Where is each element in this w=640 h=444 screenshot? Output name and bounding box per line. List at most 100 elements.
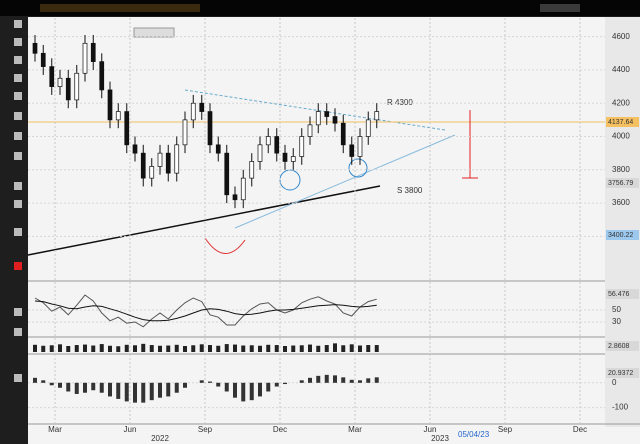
bar [208, 345, 212, 352]
tool-icon[interactable] [14, 74, 22, 82]
bar [174, 344, 179, 352]
bar [299, 380, 304, 383]
bar [341, 345, 346, 352]
x-tick-label: Jun [424, 425, 437, 434]
y-tick-label: 3800 [612, 165, 630, 174]
bar [216, 345, 221, 352]
resistance-line [184, 89, 446, 131]
bar [33, 344, 37, 352]
year-label: 2023 [431, 434, 449, 443]
bar [99, 344, 104, 352]
tool-icon[interactable] [14, 200, 22, 208]
bar [316, 375, 321, 383]
bar [324, 345, 329, 352]
annotation: R 4300 [387, 98, 413, 107]
bar [49, 382, 54, 386]
tool-icon[interactable] [14, 112, 22, 120]
x-tick-label: Mar [348, 425, 362, 434]
tool-icon[interactable] [14, 328, 22, 336]
legend-button[interactable] [133, 27, 175, 38]
bar [174, 382, 179, 393]
tool-icon[interactable] [14, 56, 22, 64]
candle-body [240, 177, 246, 201]
bar [49, 345, 54, 352]
bar [141, 382, 146, 403]
bar [158, 382, 162, 398]
bar [316, 345, 321, 352]
color-swatch[interactable] [14, 262, 22, 270]
bar [274, 382, 279, 387]
bar [183, 382, 187, 388]
price-axis [605, 17, 640, 427]
candle-body [149, 166, 155, 179]
candle-body [207, 111, 213, 146]
bar [66, 346, 71, 352]
bar [274, 345, 279, 352]
candle-body [249, 161, 255, 179]
y-tick-label: 4600 [612, 32, 630, 41]
price-box-label: 3756.79 [608, 180, 633, 187]
bar [358, 380, 362, 383]
tool-icon[interactable] [14, 308, 22, 316]
y-tick-label: 3600 [612, 198, 630, 207]
candle-body [115, 111, 121, 121]
bar [116, 346, 121, 352]
bar [124, 344, 129, 352]
tool-icon[interactable] [14, 92, 22, 100]
bar [333, 375, 337, 383]
bar [166, 345, 171, 352]
bar [283, 382, 287, 385]
bar [149, 345, 154, 352]
bar [74, 345, 79, 352]
candle-body [90, 42, 96, 62]
bar [324, 374, 329, 383]
bar [233, 382, 237, 398]
bar [141, 343, 146, 352]
candle-body [32, 42, 38, 54]
candle-body [257, 144, 263, 162]
top-tabs[interactable] [40, 4, 200, 12]
tool-icon[interactable] [14, 132, 22, 140]
candle-body [224, 152, 230, 196]
y-tick-label: 30 [612, 317, 621, 326]
indicator-line [34, 300, 377, 322]
bar [133, 345, 137, 352]
bar [99, 382, 104, 393]
bar [249, 345, 254, 352]
top-button[interactable] [540, 4, 580, 12]
candle-body [315, 111, 321, 126]
bar [108, 382, 112, 397]
price-box-label: 4137.64 [608, 119, 633, 126]
price-box [606, 368, 639, 378]
bar [58, 344, 62, 352]
bar [108, 345, 112, 352]
candle-body [340, 122, 346, 146]
bar [166, 382, 171, 397]
bar [266, 344, 271, 352]
tool-icon[interactable] [14, 20, 22, 28]
year-label: 2022 [151, 434, 169, 443]
tool-icon[interactable] [14, 182, 22, 190]
bar [291, 345, 296, 352]
bar [116, 382, 121, 399]
tool-icon[interactable] [14, 38, 22, 46]
candle-body [140, 152, 146, 179]
candle-body [265, 136, 271, 146]
bar [58, 382, 62, 388]
tool-icon[interactable] [14, 152, 22, 160]
candle-body [215, 144, 221, 154]
candle-body [182, 119, 188, 146]
tool-icon[interactable] [14, 228, 22, 236]
candle-body [307, 124, 313, 137]
candle-body [365, 119, 371, 137]
tool-icon[interactable] [14, 374, 22, 382]
bar [333, 343, 337, 352]
bar [158, 345, 162, 352]
bar [341, 377, 346, 383]
candle-body [99, 61, 105, 91]
bar [374, 377, 379, 383]
indicator-line [34, 294, 377, 328]
bar [199, 380, 204, 383]
bar [66, 382, 71, 392]
